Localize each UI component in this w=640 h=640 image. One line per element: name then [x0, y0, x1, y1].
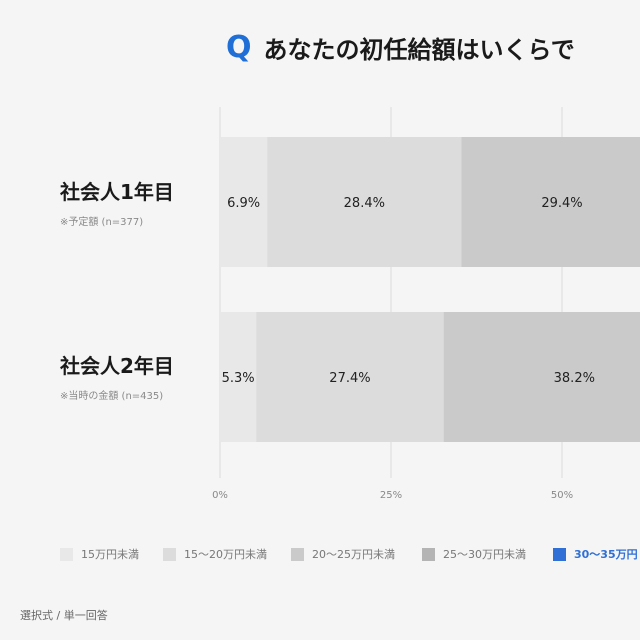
legend-item: 25〜30万円未満	[422, 546, 553, 562]
legend-swatch	[291, 547, 304, 561]
legend-swatch	[553, 547, 566, 561]
bar-segment	[443, 312, 640, 442]
question-mark-label: Q	[226, 30, 252, 65]
legend-label: 15〜20万円未満	[184, 548, 267, 561]
data-label: 27.4%	[329, 371, 370, 386]
row-label-year2: 社会人2年目 ※当時の金額 (n=435)	[60, 350, 220, 402]
row-title: 社会人1年目	[60, 180, 174, 204]
x-tick-label: 0%	[212, 490, 228, 501]
x-tick-label: 25%	[380, 490, 402, 501]
legend-item: 15万円未満	[60, 546, 163, 562]
legend-label: 20〜25万円未満	[312, 548, 395, 561]
legend-item: 30〜35万円	[553, 546, 640, 562]
question-text: あなたの初任給額はいくらで	[263, 36, 575, 64]
x-tick-label: 50%	[551, 490, 573, 501]
chart-title: Q あなたの初任給額はいくらで	[226, 30, 575, 65]
bar-segment	[267, 137, 462, 267]
bar-segment	[220, 137, 268, 267]
legend-swatch	[60, 547, 73, 561]
data-label: 28.4%	[344, 196, 385, 211]
row-note: ※当時の金額 (n=435)	[60, 391, 164, 402]
legend-item: 15〜20万円未満	[163, 546, 291, 562]
bar-segment	[256, 312, 444, 442]
row-note: ※予定額 (n=377)	[60, 217, 144, 228]
data-label: 6.9%	[227, 196, 260, 211]
legend-item: 20〜25万円未満	[291, 546, 422, 562]
bar-segment	[220, 312, 257, 442]
legend-label: 30〜35万円	[574, 548, 638, 561]
data-label: 29.4%	[541, 196, 582, 211]
legend: 15万円未満 15〜20万円未満 20〜25万円未満 25〜30万円未満 30〜35万円	[60, 546, 640, 562]
legend-swatch	[422, 547, 435, 561]
legend-swatch	[163, 547, 176, 561]
row-label-year1: 社会人1年目 ※予定額 (n=377)	[60, 176, 220, 228]
legend-label: 15万円未満	[81, 548, 139, 561]
footer-note: 選択式 / 単一回答	[20, 609, 108, 622]
bar-segment	[461, 137, 640, 267]
data-label: 38.2%	[554, 371, 595, 386]
data-label: 5.3%	[222, 371, 255, 386]
row-title: 社会人2年目	[60, 354, 174, 378]
legend-label: 25〜30万円未満	[443, 548, 526, 561]
